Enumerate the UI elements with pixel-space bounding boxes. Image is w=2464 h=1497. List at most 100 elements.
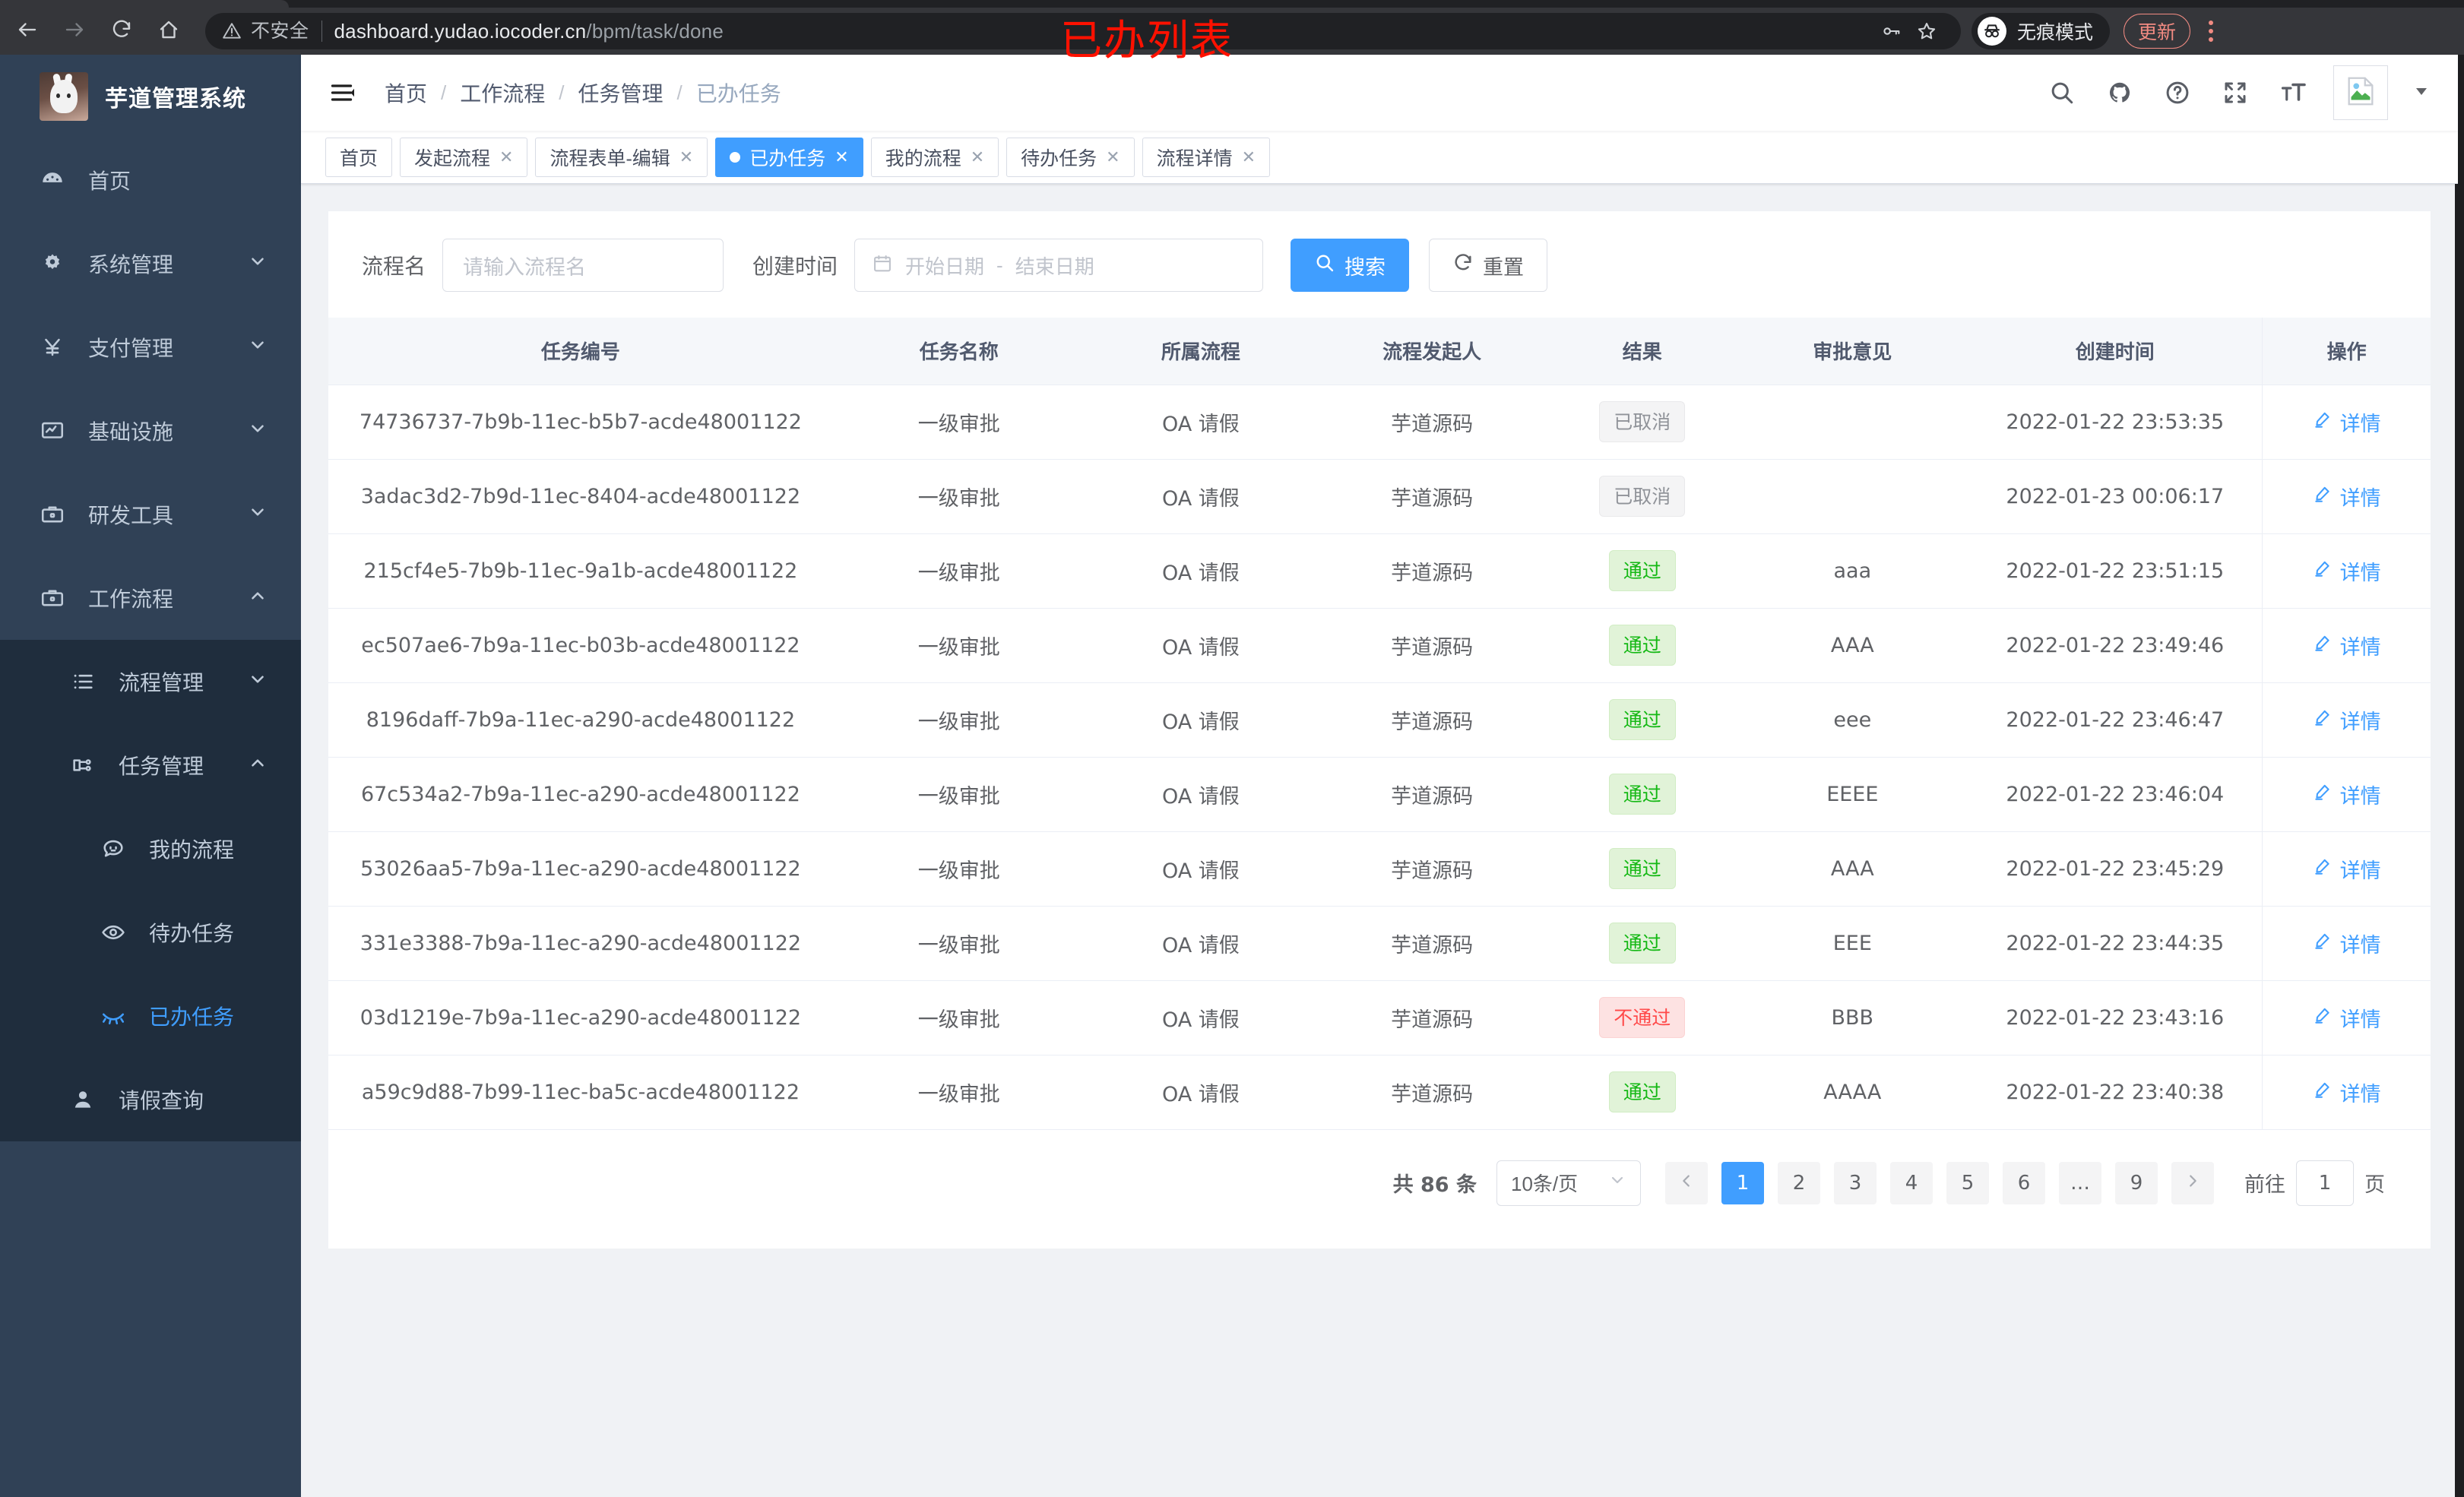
- close-icon[interactable]: ✕: [1106, 147, 1120, 166]
- fullscreen-icon[interactable]: [2218, 75, 2253, 110]
- page-size-value: 10条/页: [1511, 1173, 1579, 1195]
- font-size-icon[interactable]: [2276, 75, 2310, 110]
- cell-create-time: 2022-01-22 23:53:35: [1968, 385, 2263, 460]
- update-button[interactable]: 更新: [2124, 14, 2191, 49]
- incognito-indicator[interactable]: 无痕模式: [1972, 13, 2111, 49]
- sidebar-item-workflow[interactable]: 工作流程: [0, 556, 301, 640]
- jumper-input[interactable]: 1: [2296, 1160, 2354, 1206]
- chevron-down-icon: [248, 502, 268, 527]
- search-button[interactable]: 搜索: [1291, 239, 1410, 292]
- cell-process: OA 请假: [1085, 757, 1316, 832]
- close-icon[interactable]: ✕: [835, 147, 849, 166]
- view-tab-label: 我的流程: [885, 147, 961, 169]
- page-button[interactable]: 3: [1834, 1161, 1877, 1204]
- browser-tab[interactable]: [0, 0, 289, 8]
- close-icon[interactable]: ✕: [1241, 147, 1256, 166]
- cell-create-time: 2022-01-22 23:44:35: [1968, 906, 2263, 981]
- view-tab-done-tasks[interactable]: 已办任务 ✕: [715, 137, 863, 177]
- page-size-select[interactable]: 10条/页: [1496, 1160, 1641, 1206]
- sidebar-item-infrastructure[interactable]: 基础设施: [0, 389, 301, 473]
- sidebar-item-my-process[interactable]: 我的流程: [0, 807, 301, 891]
- breadcrumb-item-workflow[interactable]: 工作流程: [460, 82, 546, 106]
- edit-pencil-icon: [2313, 484, 2333, 509]
- column-header-task-id: 任务编号: [328, 318, 833, 385]
- page-button[interactable]: 9: [2115, 1161, 2158, 1204]
- address-bar[interactable]: 不安全 dashboard.yudao.iocoder.cn/bpm/task/…: [205, 13, 1961, 49]
- three-dot-menu-icon[interactable]: [2193, 14, 2228, 49]
- detail-button[interactable]: 详情: [2313, 1078, 2381, 1107]
- sidebar-item-task-management[interactable]: 任务管理: [0, 723, 301, 807]
- avatar[interactable]: [2333, 65, 2388, 120]
- detail-button[interactable]: 详情: [2313, 556, 2381, 586]
- detail-button[interactable]: 详情: [2313, 407, 2381, 437]
- navbar-actions: [2044, 65, 2431, 120]
- hamburger-icon[interactable]: [325, 75, 360, 110]
- detail-button[interactable]: 详情: [2313, 1003, 2381, 1033]
- breadcrumb-item-task-management[interactable]: 任务管理: [578, 82, 664, 106]
- back-button[interactable]: [8, 11, 47, 51]
- detail-button[interactable]: 详情: [2313, 854, 2381, 884]
- sidebar-item-payment-management[interactable]: 支付管理: [0, 305, 301, 389]
- key-icon[interactable]: [1874, 14, 1909, 49]
- view-tab-start-process[interactable]: 发起流程 ✕: [400, 137, 528, 177]
- search-input[interactable]: 请输入流程名: [442, 239, 724, 292]
- close-icon[interactable]: ✕: [679, 147, 694, 166]
- active-dot-icon: [730, 151, 741, 163]
- date-range-picker[interactable]: 开始日期 - 结束日期: [854, 239, 1264, 292]
- page-button[interactable]: 1: [1721, 1161, 1764, 1204]
- page-button[interactable]: 2: [1778, 1161, 1820, 1204]
- start-date-placeholder: 开始日期: [905, 255, 985, 278]
- page-button[interactable]: 4: [1890, 1161, 1933, 1204]
- home-button[interactable]: [149, 11, 188, 51]
- view-tab-my-process[interactable]: 我的流程 ✕: [870, 137, 999, 177]
- close-icon[interactable]: ✕: [499, 147, 514, 166]
- question-circle-icon[interactable]: [2160, 75, 2195, 110]
- column-header-result: 结果: [1547, 318, 1737, 385]
- sidebar-item-label: 研发工具: [88, 504, 174, 527]
- next-page-button[interactable]: [2171, 1161, 2214, 1204]
- image-placeholder-icon: [2343, 74, 2378, 112]
- github-icon[interactable]: [2102, 75, 2137, 110]
- cell-initiator: 芋道源码: [1316, 608, 1548, 683]
- page-button[interactable]: 5: [1946, 1161, 1989, 1204]
- incognito-avatar-icon: [1978, 17, 2006, 46]
- table-header-row: 任务编号 任务名称 所属流程 流程发起人 结果 审批意见 创建时间 操作: [328, 318, 2431, 385]
- view-tab-process-detail[interactable]: 流程详情 ✕: [1142, 137, 1271, 177]
- prev-page-button[interactable]: [1665, 1161, 1708, 1204]
- sidebar-item-dev-tools[interactable]: 研发工具: [0, 473, 301, 556]
- sidebar-item-system-management[interactable]: 系统管理: [0, 222, 301, 305]
- breadcrumb-item-home[interactable]: 首页: [385, 82, 428, 106]
- reset-button[interactable]: 重置: [1429, 239, 1548, 292]
- view-tab-todo-tasks[interactable]: 待办任务 ✕: [1006, 137, 1135, 177]
- sidebar-item-process-management[interactable]: 流程管理: [0, 640, 301, 723]
- column-header-process: 所属流程: [1085, 318, 1316, 385]
- sidebar-item-leave-query[interactable]: 请假查询: [0, 1058, 301, 1141]
- reload-button[interactable]: [102, 11, 141, 51]
- page-scrollbar[interactable]: [2455, 55, 2464, 1497]
- cell-task-name: 一级审批: [832, 385, 1085, 460]
- brand-logo-icon: [40, 72, 88, 121]
- brand-header[interactable]: 芋道管理系统: [0, 55, 301, 138]
- sidebar-item-home[interactable]: 首页: [0, 138, 301, 222]
- search-icon[interactable]: [2044, 75, 2079, 110]
- detail-button[interactable]: 详情: [2313, 929, 2381, 958]
- detail-button[interactable]: 详情: [2313, 631, 2381, 660]
- page-ellipsis[interactable]: …: [2059, 1161, 2101, 1204]
- sidebar-item-done-tasks[interactable]: 已办任务: [0, 974, 301, 1058]
- detail-label: 详情: [2339, 486, 2381, 511]
- detail-button[interactable]: 详情: [2313, 482, 2381, 511]
- view-tab-label: 发起流程: [414, 147, 491, 169]
- detail-button[interactable]: 详情: [2313, 705, 2381, 735]
- url-text: dashboard.yudao.iocoder.cn/bpm/task/done: [334, 20, 724, 43]
- view-tab-home[interactable]: 首页: [325, 137, 393, 177]
- detail-button[interactable]: 详情: [2313, 780, 2381, 809]
- forward-button[interactable]: [55, 11, 94, 51]
- star-icon[interactable]: [1909, 14, 1944, 49]
- view-tab-process-form-edit[interactable]: 流程表单-编辑 ✕: [535, 137, 708, 177]
- cell-actions: 详情: [2262, 385, 2431, 460]
- caret-down-icon[interactable]: [2412, 82, 2431, 104]
- sidebar-item-todo-tasks[interactable]: 待办任务: [0, 891, 301, 974]
- page-button[interactable]: 6: [2003, 1161, 2045, 1204]
- close-icon[interactable]: ✕: [970, 147, 985, 166]
- browser-chrome: 不安全 dashboard.yudao.iocoder.cn/bpm/task/…: [0, 0, 2464, 55]
